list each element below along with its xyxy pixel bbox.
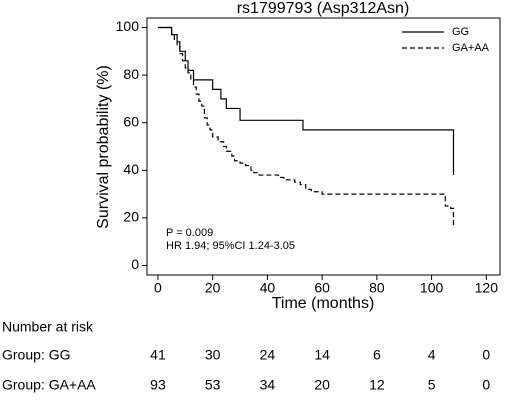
risk-value: 4	[428, 347, 436, 363]
x-tick-label: 120	[475, 280, 499, 296]
risk-table-title: Number at risk	[2, 319, 94, 335]
legend-label: GG	[452, 26, 469, 38]
risk-value: 5	[428, 377, 436, 393]
risk-value: 20	[314, 377, 330, 393]
y-tick-label: 0	[131, 256, 139, 272]
annotation: P = 0.009	[166, 227, 213, 239]
annotation: HR 1.94; 95%CI 1.24-3.05	[166, 240, 295, 252]
risk-value: 34	[260, 377, 276, 393]
x-tick-label: 0	[154, 280, 162, 296]
x-tick-label: 100	[420, 280, 444, 296]
risk-value: 6	[373, 347, 381, 363]
y-tick-label: 20	[123, 209, 139, 225]
x-tick-label: 80	[369, 280, 385, 296]
y-axis-label: Survival probability (%)	[95, 65, 112, 229]
survival-curve	[157, 26, 455, 176]
risk-value: 14	[314, 347, 330, 363]
risk-value: 0	[482, 377, 490, 393]
survival-curve	[157, 26, 455, 228]
risk-row-label: Group: GG	[2, 347, 70, 363]
risk-value: 24	[260, 347, 276, 363]
x-tick-label: 60	[314, 280, 330, 296]
risk-value: 93	[150, 377, 166, 393]
plot-frame	[146, 17, 501, 276]
chart-title: rs1799793 (Asp312Asn)	[237, 0, 410, 17]
risk-value: 0	[482, 347, 490, 363]
risk-value: 53	[205, 377, 221, 393]
x-axis-label: Time (months)	[272, 295, 375, 312]
y-tick-label: 60	[123, 113, 139, 129]
risk-value: 12	[369, 377, 385, 393]
risk-row-label: Group: GA+AA	[2, 377, 96, 393]
x-tick-label: 20	[205, 280, 221, 296]
risk-value: 30	[205, 347, 221, 363]
legend-label: GA+AA	[452, 42, 490, 54]
y-tick-label: 100	[116, 18, 140, 34]
risk-value: 41	[150, 347, 166, 363]
y-tick-label: 80	[123, 66, 139, 82]
y-tick-label: 40	[123, 161, 139, 177]
x-tick-label: 40	[260, 280, 276, 296]
